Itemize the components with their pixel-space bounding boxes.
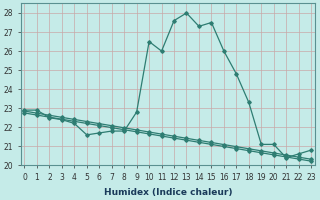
- X-axis label: Humidex (Indice chaleur): Humidex (Indice chaleur): [104, 188, 232, 197]
